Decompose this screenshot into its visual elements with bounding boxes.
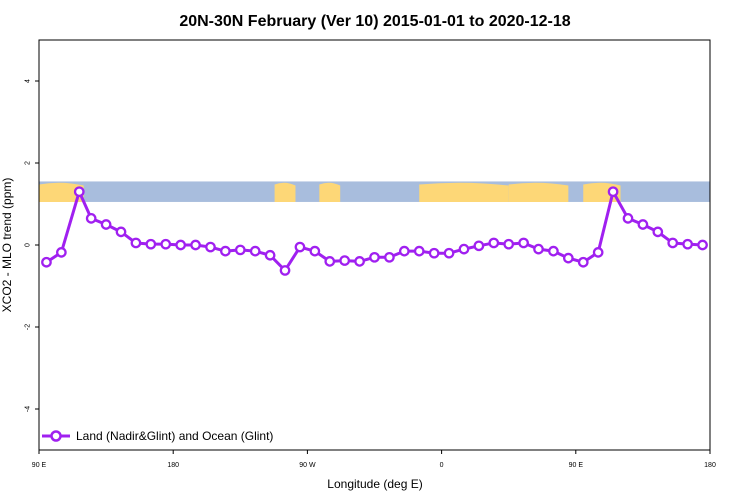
data-point bbox=[309, 245, 321, 257]
data-point bbox=[592, 247, 604, 258]
data-point bbox=[279, 265, 291, 276]
data-point bbox=[205, 241, 216, 253]
data-point bbox=[667, 237, 679, 249]
chart-title: 20N-30N February (Ver 10) 2015-01-01 to … bbox=[179, 13, 570, 30]
map-landmass bbox=[39, 182, 84, 202]
data-point bbox=[264, 249, 276, 261]
data-point bbox=[428, 247, 440, 259]
data-point bbox=[622, 213, 634, 224]
data-point bbox=[503, 238, 515, 250]
data-point bbox=[294, 241, 306, 253]
data-point bbox=[130, 237, 142, 249]
data-point bbox=[160, 238, 172, 250]
data-point bbox=[562, 252, 574, 264]
y-tick-label: 4 bbox=[24, 79, 31, 83]
data-point bbox=[413, 245, 425, 257]
data-point bbox=[548, 245, 559, 257]
data-point bbox=[56, 247, 67, 258]
y-tick-label: 0 bbox=[24, 243, 31, 247]
data-point bbox=[473, 240, 485, 252]
data-point bbox=[234, 244, 246, 256]
map-landmass bbox=[508, 182, 569, 202]
data-point bbox=[249, 245, 261, 257]
x-tick-label: 90 E bbox=[32, 462, 47, 469]
data-point bbox=[652, 226, 664, 238]
legend-label: Land (Nadir&Glint) and Ocean (Glint) bbox=[76, 429, 273, 443]
data-point bbox=[533, 243, 544, 255]
data-point bbox=[398, 245, 410, 257]
data-point bbox=[354, 256, 365, 267]
data-point bbox=[145, 238, 157, 250]
data-point bbox=[607, 186, 619, 198]
legend-marker-swatch bbox=[50, 430, 62, 442]
data-point bbox=[384, 251, 395, 263]
map-landmass bbox=[319, 182, 341, 202]
data-point bbox=[697, 239, 708, 251]
x-axis-label: Longitude (deg E) bbox=[327, 477, 422, 491]
data-point bbox=[73, 186, 85, 198]
data-point bbox=[369, 251, 380, 263]
data-point bbox=[115, 226, 127, 238]
data-point bbox=[637, 219, 649, 230]
data-point bbox=[339, 255, 351, 266]
y-axis: -4 -2 0 2 4 bbox=[24, 79, 39, 412]
legend: Land (Nadir&Glint) and Ocean (Glint) bbox=[42, 429, 273, 443]
data-point bbox=[85, 213, 97, 224]
data-point bbox=[324, 256, 336, 267]
data-point bbox=[458, 243, 470, 255]
data-point bbox=[175, 239, 187, 251]
y-tick-label: -4 bbox=[24, 406, 31, 412]
y-tick-label: 2 bbox=[24, 161, 31, 165]
data-point bbox=[190, 239, 201, 251]
x-tick-label: 90 E bbox=[569, 462, 584, 469]
data-point bbox=[41, 256, 52, 268]
y-axis-label: XCO2 - MLO trend (ppm) bbox=[0, 178, 14, 313]
x-tick-label: 180 bbox=[167, 462, 179, 469]
data-point bbox=[518, 237, 529, 249]
data-point bbox=[220, 245, 231, 257]
x-tick-label: 180 bbox=[704, 462, 716, 469]
x-axis: 90 E 180 90 W 0 90 E 180 bbox=[32, 450, 716, 469]
data-point bbox=[443, 247, 455, 259]
data-point bbox=[100, 219, 112, 230]
x-tick-label: 0 bbox=[440, 462, 444, 469]
y-tick-label: -2 bbox=[24, 324, 31, 330]
world-map-band bbox=[39, 181, 710, 202]
data-point bbox=[488, 237, 500, 249]
series-layer bbox=[41, 186, 708, 276]
map-landmass bbox=[274, 182, 296, 202]
map-landmass bbox=[419, 182, 509, 202]
data-point bbox=[577, 256, 589, 268]
x-tick-label: 90 W bbox=[299, 462, 316, 469]
data-point bbox=[682, 238, 693, 250]
